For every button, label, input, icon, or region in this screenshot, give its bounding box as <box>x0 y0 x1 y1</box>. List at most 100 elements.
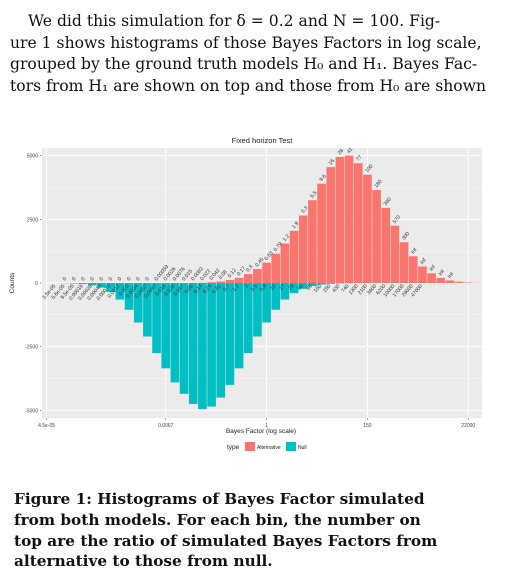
bar-alternative <box>353 163 363 283</box>
bottom-bin-label: 2 <box>243 283 250 289</box>
top-ratio-label: Inf <box>438 268 447 277</box>
bar-alternative <box>372 190 381 283</box>
top-ratio-label: 3.3 <box>300 205 309 214</box>
top-ratio-label: 380 <box>383 197 393 208</box>
top-ratio-label: 0.79 <box>273 241 284 253</box>
bar-null <box>225 283 235 385</box>
bar-null <box>317 283 326 285</box>
bar-null <box>133 283 143 323</box>
bar-null <box>124 283 134 310</box>
histogram-chart: Fixed horizon Test 0 0 0 0 0 0 0 0 0 0 0.000590.00… <box>9 136 482 451</box>
top-ratio-label: 0 <box>99 276 106 282</box>
caption-line: top are the ratio of simulated Bayes Fac… <box>14 531 438 550</box>
bar-alternative <box>207 282 216 283</box>
top-ratio-label: 0 <box>126 276 133 282</box>
chart-title: Fixed horizon Test <box>232 136 294 145</box>
bar-alternative <box>298 215 308 283</box>
legend: type Alternative Null <box>227 442 307 451</box>
bar-alternative <box>408 256 418 283</box>
top-ratio-label: 0 <box>108 276 115 282</box>
bar-null <box>326 283 336 284</box>
bar-alternative <box>289 230 299 283</box>
caption-line: Figure 1: Histograms of Bayes Factor sim… <box>14 490 425 508</box>
top-ratio-label: 0.08 <box>218 269 229 281</box>
bar-null <box>243 283 253 354</box>
bar-null <box>88 283 97 286</box>
bar-alternative <box>418 266 427 283</box>
top-ratio-label: 0 <box>62 276 69 282</box>
bar-alternative <box>317 183 326 283</box>
x-tick-label: 4.5e-05 <box>38 423 55 429</box>
legend-key-null <box>286 442 296 451</box>
bar-null <box>198 283 207 410</box>
top-ratio-label: 570 <box>392 214 402 225</box>
top-ratio-label: 5.5 <box>309 190 318 199</box>
bottom-bin-label: 430 <box>331 283 341 294</box>
bottom-bin-label: 3.5 <box>250 283 259 292</box>
bar-null <box>152 283 161 354</box>
bottom-bin-label: 0.08 <box>184 283 195 295</box>
bar-null <box>170 283 180 383</box>
top-ratio-label: 0 <box>71 276 78 282</box>
bar-alternative <box>344 155 354 283</box>
bar-null <box>161 283 171 369</box>
top-ratio-label: 77 <box>355 154 363 162</box>
y-tick-label: -5000 <box>25 408 38 414</box>
top-ratio-label: 0.45 <box>254 257 265 269</box>
bar-alternative <box>262 262 271 283</box>
bar-alternative <box>399 242 409 283</box>
bar-alternative <box>234 277 244 283</box>
bottom-bin-label: 29 <box>287 283 295 291</box>
top-ratio-label: 0 <box>89 276 96 282</box>
bar-null <box>188 283 198 404</box>
top-ratio-label: 16 <box>328 158 336 166</box>
bar-alternative <box>445 280 455 283</box>
top-ratio-label: 0 <box>80 276 87 282</box>
bottom-bin-label: 250 <box>322 283 332 294</box>
top-ratio-label: Inf <box>429 264 438 273</box>
top-ratio-label: Inf <box>410 247 419 256</box>
paragraph-line: grouped by the ground truth models H₀ an… <box>10 55 478 73</box>
bar-null <box>97 283 106 288</box>
top-ratio-label: Inf <box>447 271 456 280</box>
top-ratio-label: 0 <box>117 276 124 282</box>
bar-alternative <box>271 253 281 283</box>
bar-alternative <box>335 156 345 283</box>
paragraph-line: tors from H₁ are shown on top and those … <box>10 76 487 95</box>
bottom-bin-label: 10 <box>269 283 277 291</box>
y-tick-label: 5000 <box>27 154 38 160</box>
bar-null <box>78 283 88 285</box>
legend-label-alternative: Alternative <box>257 445 281 451</box>
x-tick-label: 150 <box>363 423 372 429</box>
top-ratio-label: 1.9 <box>291 221 300 230</box>
bottom-bin-label: 1.2 <box>231 283 240 292</box>
bar-null <box>280 283 290 300</box>
bottom-bin-label: 17 <box>278 283 286 291</box>
bottom-bin-label: 0.41 <box>211 283 222 295</box>
bottom-bin-label: 740 <box>340 283 350 294</box>
bar-null <box>308 283 317 287</box>
bar-alternative <box>363 174 372 283</box>
bar-alternative <box>216 281 226 283</box>
bar-null <box>207 283 216 407</box>
bottom-bin-label: 0.7 <box>222 283 231 292</box>
bar-alternative <box>381 207 391 283</box>
figure: Fixed horizon Test 0 0 0 0 0 0 0 0 0 0 0.00059 0.00… <box>0 128 508 463</box>
bar-null <box>115 283 125 300</box>
top-ratio-label: 0 <box>144 276 151 282</box>
top-ratio-label: Inf <box>419 257 428 266</box>
bar-alternative <box>280 243 290 283</box>
top-ratio-label: 100 <box>364 163 374 174</box>
bar-null <box>179 283 189 394</box>
x-tick-label: 1 <box>265 423 268 429</box>
figure-caption: Figure 1: Histograms of Bayes Factor sim… <box>14 489 496 572</box>
top-ratio-label: 1.2 <box>282 233 291 242</box>
bar-null <box>298 283 308 289</box>
bar-alternative <box>243 274 253 283</box>
top-ratio-label: 180 <box>374 179 384 190</box>
top-ratio-label: 28 <box>337 148 345 156</box>
paragraph-line: ure 1 shows histograms of those Bayes Fa… <box>10 33 482 52</box>
bar-null <box>234 283 244 369</box>
bar-null <box>143 283 152 337</box>
bar-null <box>106 283 116 292</box>
